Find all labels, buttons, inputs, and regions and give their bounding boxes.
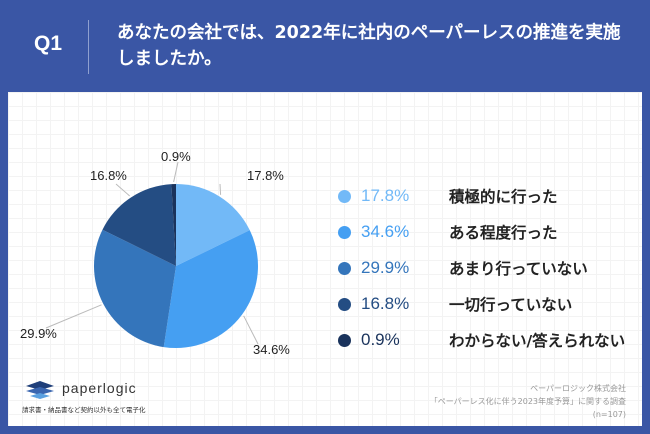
- header-divider: [88, 20, 89, 74]
- pie-slice: [176, 184, 250, 266]
- pie-label-2: 34.6%: [253, 342, 290, 357]
- legend-label: ある程度行った: [449, 224, 558, 242]
- pie-slice: [93, 229, 176, 348]
- source-company: ペーパーロジック株式会社: [530, 384, 626, 393]
- legend-pct: 29.9%: [361, 258, 410, 277]
- legend-dot: [338, 225, 351, 239]
- chart-panel: 17.8% 34.6% 29.9% 16.8% 0.9% 17.8% 積極的に行…: [8, 92, 642, 426]
- legend-item: 0.9% わからない/答えられない: [338, 322, 625, 358]
- pie-label-1: 17.8%: [247, 168, 284, 183]
- pie-label-4: 16.8%: [90, 168, 127, 183]
- source-note: ペーパーロジック株式会社 「ペーパーレス化に伴う2023年度予算」に関する調査 …: [430, 382, 626, 421]
- question-number: Q1: [34, 32, 63, 55]
- source-survey: 「ペーパーレス化に伴う2023年度予算」に関する調査: [429, 397, 626, 406]
- legend-pct: 16.8%: [361, 294, 410, 313]
- pie-slice: [163, 230, 258, 348]
- logo-stack-icon: [26, 381, 54, 399]
- legend-label: わからない/答えられない: [449, 332, 626, 350]
- legend-item: 16.8% 一切行っていない: [338, 286, 625, 322]
- legend: 17.8% 積極的に行った 34.6% ある程度行った 29.9% あまり行って…: [338, 178, 625, 358]
- legend-dot: [338, 333, 351, 347]
- legend-label: 一切行っていない: [449, 296, 573, 314]
- legend-label: 積極的に行った: [449, 188, 558, 206]
- pie-slice: [171, 184, 176, 266]
- header: Q1 あなたの会社では、2022年に社内のペーパーレスの推進を実施しましたか。: [0, 0, 650, 92]
- pie-chart: [45, 161, 259, 348]
- legend-pct: 34.6%: [361, 222, 410, 241]
- pie-label-5: 0.9%: [161, 149, 191, 164]
- legend-pct: 0.9%: [361, 330, 400, 349]
- legend-dot: [338, 189, 351, 203]
- legend-item: 34.6% ある程度行った: [338, 214, 625, 250]
- legend-pct: 17.8%: [361, 186, 410, 205]
- logo-text: paperlogic: [62, 380, 137, 396]
- legend-label: あまり行っていない: [449, 260, 588, 278]
- legend-dot: [338, 297, 351, 311]
- legend-dot: [338, 261, 351, 275]
- source-n: (n=107): [592, 410, 626, 419]
- pie-label-3: 29.9%: [20, 326, 57, 341]
- logo-tagline: 請求書・納品書など契約以外も全て電子化: [22, 406, 146, 414]
- legend-item: 17.8% 積極的に行った: [338, 178, 625, 214]
- pie-slice: [102, 184, 176, 266]
- paperlogic-logo: paperlogic 請求書・納品書など契約以外も全て電子化: [22, 378, 146, 414]
- legend-item: 29.9% あまり行っていない: [338, 250, 625, 286]
- question-title: あなたの会社では、2022年に社内のペーパーレスの推進を実施しましたか。: [117, 23, 621, 69]
